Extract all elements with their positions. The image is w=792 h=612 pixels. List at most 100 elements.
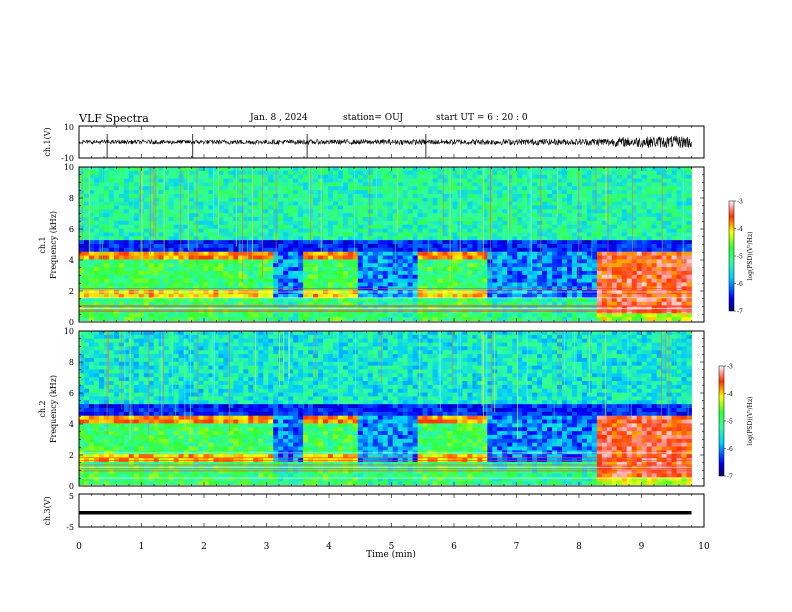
spectrogram-cell [223,209,229,214]
spectrogram-cell [552,263,558,268]
spectrogram-cell [552,174,558,179]
spectrogram-cell [676,205,682,210]
spectrogram-cell [681,297,687,303]
spectrogram-cell [362,205,369,210]
spectrogram-cell [347,193,354,199]
spectrogram-cell [537,301,543,306]
spectrogram-cell [512,301,518,306]
spectrogram-cell [313,240,319,245]
spectrogram-cell [676,190,682,195]
spectrogram-cell [442,182,448,187]
spectrogram-cell [168,297,175,303]
spectrogram-cell [168,270,175,276]
spectrogram-cell [138,190,145,195]
spectrogram-cell [133,201,140,206]
spectrogram-cell [198,201,204,206]
spectrogram-cell [243,232,249,237]
spectrogram-cell [631,224,638,229]
spectrogram-cell [557,190,563,195]
spectrogram-cell [308,313,314,318]
spectrogram-cell [422,255,428,260]
spectrogram-cell [133,193,140,199]
spectrogram-cell [606,251,613,256]
spectrogram-cell [676,186,682,191]
spectrogram-cell [318,205,324,210]
spectrogram-cell [303,201,309,206]
spectrogram-cell [651,259,658,264]
spectrogram-cell [263,193,269,199]
spectrogram-cell [611,259,618,264]
spectrogram-cell [79,186,85,191]
spectrogram-cell [517,274,523,280]
spectrogram-cell [422,305,428,310]
spectrogram-cell [337,294,344,299]
spectrogram-cell [571,244,578,249]
spectrogram-cell [661,278,667,283]
spectrogram-cell [542,209,548,214]
spectrogram-cell [651,213,658,218]
spectrogram-cell [636,282,643,287]
spectrogram-cell [576,186,583,191]
spectrogram-cell [138,205,145,210]
spheric-streak [180,167,182,259]
spectrogram-cell [432,255,438,260]
spectrogram-cell [522,178,528,183]
spectrogram-cell [347,240,354,245]
spectrogram-cell [641,201,648,206]
spectrogram-cell [308,244,314,249]
spectrogram-cell [412,224,419,229]
spectrogram-cell [318,228,324,233]
spectrogram-cell [512,190,518,195]
spectrogram-cell [641,197,648,203]
spectrogram-cell [243,305,249,310]
spheric-streak [578,167,580,282]
spectrogram-cell [502,297,508,303]
spectrogram-cell [621,190,628,195]
spectrogram-cell [372,263,379,268]
spectrogram-cell [547,178,553,183]
spectrogram-cell [631,267,638,272]
spectrogram-cell [218,190,224,195]
spectrogram-cell [337,213,344,218]
spectrogram-cell [482,255,488,260]
spectrogram-cell [327,251,334,256]
spectrogram-cell [98,267,105,272]
spectrogram-cell [352,182,359,187]
spectrogram-cell [382,201,389,206]
spectrogram-cell [641,297,648,303]
spectrogram-cell [113,267,120,272]
spectrogram-cell [223,297,229,303]
spectrogram-cell [377,170,384,176]
spectrogram-cell [337,236,344,241]
spectrogram-cell [427,317,433,321]
spectrogram-cell [128,201,135,206]
spectrogram-cell [357,217,364,222]
spectrogram-cell [502,267,508,272]
spectrogram-cell [497,301,503,306]
spectrogram-cell [502,278,508,283]
spectrogram-cell [193,224,199,229]
spectrogram-cell [133,255,140,260]
spectrogram-cell [372,313,379,318]
spectrogram-cell [342,217,349,222]
spectrogram-cell [323,301,329,306]
spectrogram-cell [681,247,687,253]
spectrogram-cell [143,213,150,218]
spectrogram-cell [472,297,478,303]
spectrogram-cell [552,205,558,210]
spectrogram-cell [293,224,299,229]
spectrogram-cell [103,282,110,287]
spectrogram-cell [208,182,214,187]
spectrogram-cell [357,236,364,241]
spectrogram-cell [178,197,184,203]
spectrogram-cell [422,270,428,276]
spectrogram-cell [108,267,115,272]
spectrogram-cell [661,282,667,287]
spectrogram-cell [562,224,568,229]
spectrogram-cell [103,244,110,249]
spectrogram-cell [397,220,404,226]
spectrogram-cell [218,178,224,183]
spectrogram-cell [298,205,304,210]
spectrogram-cell [148,240,155,245]
spectrogram-cell [621,274,628,280]
